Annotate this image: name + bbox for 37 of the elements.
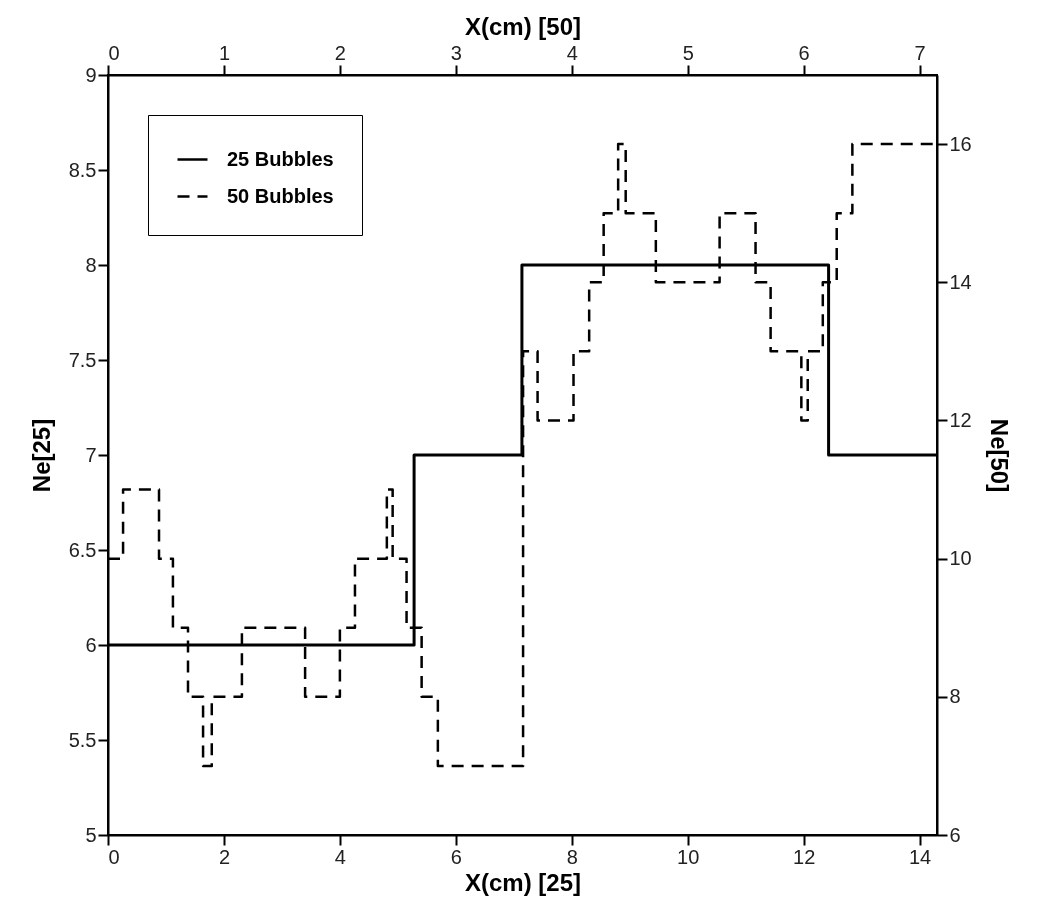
x2-tick-label: 0 (108, 41, 120, 64)
x-tick-label: 12 (793, 845, 816, 868)
y2-tick-label: 8 (949, 685, 961, 708)
y-tick-label: 8 (85, 253, 97, 276)
x-tick-label: 0 (108, 845, 120, 868)
y-axis-title: Ne[25] (27, 418, 55, 493)
y2-tick-label: 12 (949, 408, 972, 431)
x-tick-label: 6 (450, 845, 462, 868)
x2-tick-label: 6 (798, 41, 810, 64)
y-tick-label: 9 (85, 63, 97, 86)
y-tick-label: 6.5 (68, 538, 97, 561)
x-tick-label: 2 (218, 845, 231, 868)
x2-tick-label: 3 (450, 41, 462, 64)
x-tick-label: 10 (677, 845, 700, 868)
y-tick-label: 7.5 (68, 348, 97, 371)
y2-tick-label: 14 (949, 270, 972, 293)
y2-tick-label: 10 (949, 547, 972, 570)
x-tick-label: 14 (908, 845, 932, 868)
y-tick-label: 7 (85, 443, 97, 466)
legend-label: 25 Bubbles (227, 147, 334, 170)
x-tick-label: 4 (334, 845, 346, 868)
x2-tick-label: 4 (566, 41, 578, 64)
x2-tick-label: 5 (682, 41, 694, 64)
x2-axis-title: X(cm) [50] (464, 12, 582, 40)
x2-tick-label: 7 (914, 41, 926, 64)
x-tick-label: 8 (566, 845, 578, 868)
y-tick-label: 5 (85, 823, 97, 846)
y2-axis-title: Ne[50] (985, 418, 1013, 493)
y-tick-label: 5.5 (68, 728, 97, 751)
y-tick-label: 6 (85, 633, 97, 656)
x-axis-title: X(cm) [25] (464, 868, 582, 896)
x2-tick-label: 2 (334, 41, 346, 64)
x2-tick-label: 1 (218, 41, 231, 64)
legend-label: 50 Bubbles (227, 184, 334, 207)
y-tick-label: 8.5 (68, 158, 97, 181)
y2-tick-label: 6 (949, 823, 961, 846)
y2-tick-label: 16 (949, 132, 972, 155)
